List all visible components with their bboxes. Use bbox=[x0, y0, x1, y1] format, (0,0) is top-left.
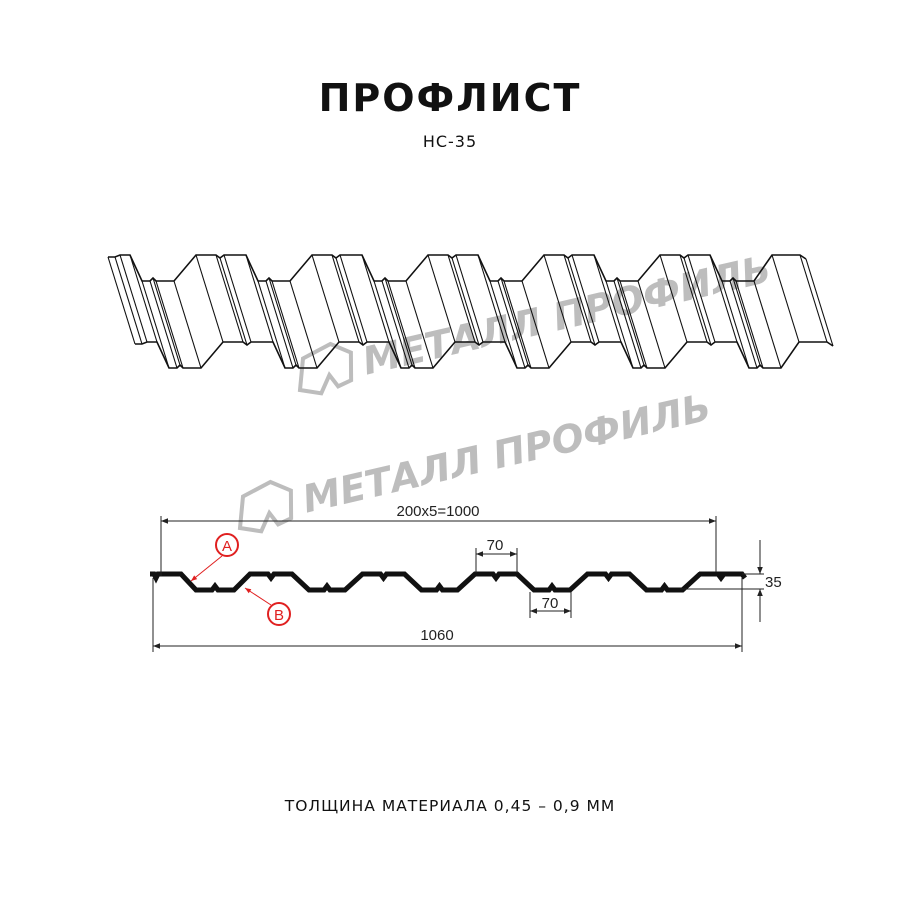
sheet-rib-line bbox=[141, 280, 170, 369]
sheet-rib-line bbox=[257, 280, 286, 369]
isometric-sheet-view bbox=[107, 254, 834, 369]
sheet-rib-line bbox=[753, 280, 782, 369]
cross-section-view bbox=[150, 571, 747, 593]
sheet-rib-line bbox=[500, 277, 529, 366]
sheet-rib-line bbox=[195, 254, 224, 343]
sheet-rib-line bbox=[543, 254, 572, 343]
sheet-rib-line bbox=[215, 254, 244, 343]
sheet-rib-line bbox=[289, 280, 318, 369]
sheet-rib-line bbox=[521, 280, 550, 369]
sheet-rib-line bbox=[219, 257, 248, 346]
sheet-rib-line bbox=[107, 256, 136, 345]
sheet-rib-line bbox=[799, 254, 828, 343]
watermark-text: МЕТАЛЛ ПРОФИЛЬ bbox=[358, 247, 775, 384]
dimension-top-flat bbox=[475, 548, 518, 573]
sheet-rib-line bbox=[805, 258, 834, 347]
material-thickness-note: ТОЛЩИНА МАТЕРИАЛА 0,45 – 0,9 ММ bbox=[284, 797, 616, 815]
total-width-label: 1060 bbox=[420, 627, 453, 644]
sheet-rib-line bbox=[384, 277, 413, 366]
callout-b: B bbox=[244, 587, 291, 626]
dimension-total-width bbox=[152, 578, 743, 652]
sheet-rib-line bbox=[489, 280, 518, 369]
sheet-rib-line bbox=[709, 254, 738, 343]
sheet-rib-line bbox=[331, 254, 360, 343]
sheet-rib-line bbox=[616, 277, 645, 366]
height-label: 35 bbox=[765, 574, 782, 591]
watermark-logo-icon bbox=[237, 479, 294, 534]
sheet-rib-line bbox=[563, 254, 592, 343]
sheet-rib-line bbox=[335, 257, 364, 346]
sheet-rib-line bbox=[387, 280, 416, 369]
sheet-rib-line bbox=[268, 277, 297, 366]
sheet-rib-line bbox=[447, 254, 476, 343]
sheet-rib-line bbox=[503, 280, 532, 369]
sheet-rib-line bbox=[405, 280, 434, 369]
dimension-effective-width bbox=[160, 516, 717, 576]
sheet-rib-line bbox=[571, 254, 600, 343]
sheet-rib-line bbox=[721, 280, 750, 369]
sheet-rib-line bbox=[223, 254, 252, 343]
sheet-rib-line bbox=[732, 277, 761, 366]
sheet-rib-line bbox=[497, 280, 526, 369]
sheet-rib-line bbox=[114, 256, 143, 345]
sheet-rib-line bbox=[605, 280, 634, 369]
sheet-rib-line bbox=[637, 280, 666, 369]
sheet-rib-line bbox=[339, 254, 368, 343]
sheet-rib-line bbox=[613, 280, 642, 369]
sheet-rib-line bbox=[155, 280, 184, 369]
sheet-rib-line bbox=[245, 254, 274, 343]
page-title: ПРОФЛИСТ bbox=[318, 76, 582, 120]
sheet-rib-line bbox=[477, 254, 506, 343]
callout-a-label: A bbox=[222, 538, 232, 555]
top-flat-label: 70 bbox=[487, 537, 504, 554]
sheet-rib-line bbox=[173, 280, 202, 369]
sheet-rib-line bbox=[687, 254, 716, 343]
sheet-rib-line bbox=[119, 254, 148, 343]
sheet-rib-line bbox=[361, 254, 390, 343]
sheet-rib-line bbox=[271, 280, 300, 369]
sheet-rib-line bbox=[593, 254, 622, 343]
sheet-rib-line bbox=[679, 254, 708, 343]
sheet-rib-line bbox=[311, 254, 340, 343]
sheet-rib-line bbox=[149, 280, 178, 369]
dimension-bottom-flat bbox=[529, 592, 572, 618]
sheet-rib-line bbox=[455, 254, 484, 343]
sheet-rib-line bbox=[771, 254, 800, 343]
sheet-rib-line bbox=[567, 257, 596, 346]
sheet-rib-line bbox=[152, 277, 181, 366]
sheet-rib-line bbox=[427, 254, 456, 343]
sheet-rib-line bbox=[451, 257, 480, 346]
dimension-height bbox=[680, 540, 764, 622]
sheet-rib-line bbox=[265, 280, 294, 369]
sheet-rib-line bbox=[683, 257, 712, 346]
callout-b-label: B bbox=[274, 607, 284, 624]
callout-a: A bbox=[190, 533, 239, 582]
sheet-rib-line bbox=[659, 254, 688, 343]
sheet-rib-line bbox=[381, 280, 410, 369]
sheet-rib-line bbox=[729, 280, 758, 369]
sheet-rib-line bbox=[129, 254, 158, 343]
profile-section-line bbox=[150, 571, 747, 593]
sheet-rib-line bbox=[735, 280, 764, 369]
bottom-flat-label: 70 bbox=[542, 595, 559, 612]
effective-width-label: 200x5=1000 bbox=[397, 503, 480, 520]
sheet-rib-line bbox=[619, 280, 648, 369]
model-subtitle: НС-35 bbox=[422, 132, 478, 151]
sheet-rib-line bbox=[373, 280, 402, 369]
watermark-logo-icon bbox=[297, 341, 354, 396]
watermark-text: МЕТАЛЛ ПРОФИЛЬ bbox=[298, 385, 715, 522]
